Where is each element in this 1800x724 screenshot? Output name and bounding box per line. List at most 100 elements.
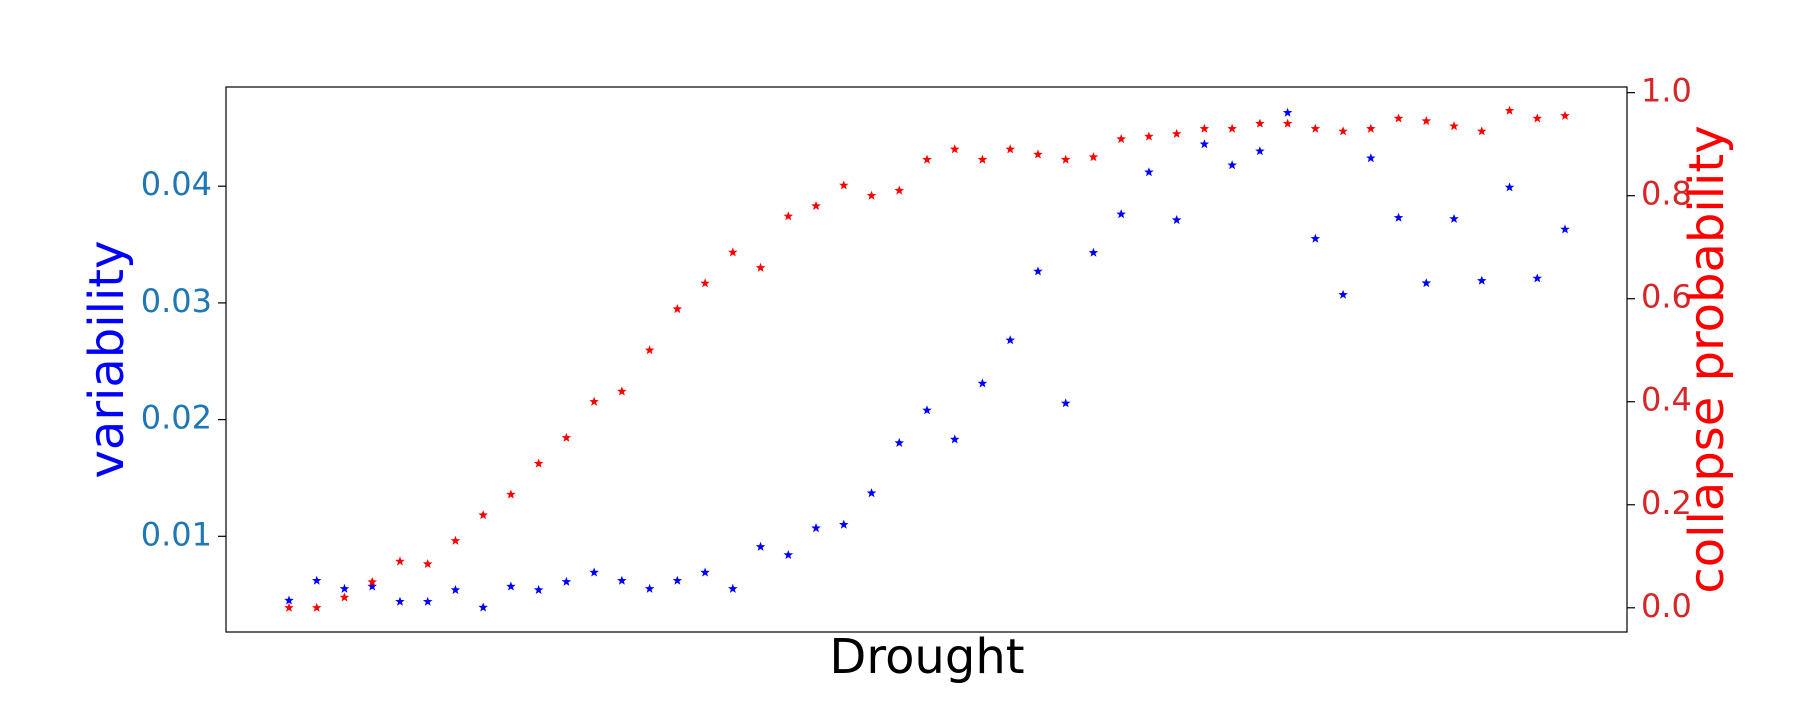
y2-tick-label: 0.8 xyxy=(1641,175,1692,213)
point xyxy=(422,596,433,606)
point xyxy=(450,535,461,545)
point xyxy=(1532,273,1542,283)
point xyxy=(1560,110,1570,120)
point xyxy=(339,583,350,593)
point xyxy=(1144,167,1154,177)
point xyxy=(506,581,516,591)
point xyxy=(922,154,932,164)
point xyxy=(1532,113,1542,123)
point xyxy=(1393,113,1404,123)
point xyxy=(284,595,294,605)
point xyxy=(672,304,683,314)
point xyxy=(422,559,433,568)
point xyxy=(700,567,710,577)
point xyxy=(755,262,766,272)
point xyxy=(617,386,627,396)
point xyxy=(1060,398,1071,408)
point xyxy=(950,434,960,444)
point xyxy=(977,154,988,164)
point xyxy=(1366,153,1376,163)
y-axis-label: variability xyxy=(79,240,135,478)
point xyxy=(1060,154,1071,164)
point xyxy=(1282,107,1293,117)
point xyxy=(1310,123,1321,133)
point xyxy=(644,583,655,593)
y-tick-label: 0.02 xyxy=(141,399,212,437)
point xyxy=(561,432,572,442)
point xyxy=(1227,123,1237,133)
point xyxy=(533,458,544,468)
point xyxy=(811,523,821,533)
point xyxy=(1255,118,1265,128)
y-tick-label: 0.01 xyxy=(141,515,212,553)
point xyxy=(1477,275,1487,285)
point xyxy=(644,345,655,355)
point xyxy=(617,575,627,585)
point xyxy=(1116,134,1126,144)
point xyxy=(478,602,488,612)
point xyxy=(1116,209,1126,219)
point xyxy=(284,602,294,612)
point xyxy=(728,583,738,593)
point xyxy=(1282,118,1293,128)
point xyxy=(1477,126,1487,136)
point xyxy=(1560,224,1570,234)
x-axis-label: Drought xyxy=(829,629,1024,685)
point xyxy=(811,201,821,210)
y2-axis-label: collapse probability xyxy=(1679,125,1735,593)
point xyxy=(1310,233,1321,243)
point xyxy=(922,405,932,415)
point xyxy=(1005,335,1015,345)
point xyxy=(866,488,877,498)
point xyxy=(1366,123,1376,133)
y2-tick-label: 0.2 xyxy=(1641,484,1692,522)
point xyxy=(1255,146,1265,156)
point xyxy=(1144,131,1154,141)
point xyxy=(894,185,904,195)
y2-tick-label: 1.0 xyxy=(1641,72,1692,110)
point xyxy=(839,519,849,529)
point xyxy=(367,577,377,587)
point xyxy=(1227,160,1237,170)
point xyxy=(1033,266,1043,276)
point xyxy=(755,541,766,551)
point xyxy=(1005,144,1015,154)
point xyxy=(1421,116,1432,125)
point xyxy=(1393,212,1404,222)
point xyxy=(1033,149,1043,159)
point xyxy=(589,567,599,577)
y-tick-label: 0.03 xyxy=(141,282,212,320)
point xyxy=(312,602,322,612)
point xyxy=(533,585,544,594)
point xyxy=(1449,213,1459,223)
y2-tick-label: 0.0 xyxy=(1641,587,1692,625)
point xyxy=(1088,247,1099,257)
point xyxy=(478,510,488,520)
point xyxy=(672,575,683,585)
point xyxy=(395,556,405,566)
point xyxy=(728,247,738,257)
point xyxy=(1504,182,1515,192)
plot-frame xyxy=(225,86,1628,633)
point xyxy=(977,378,988,388)
point xyxy=(866,190,877,200)
point xyxy=(1449,121,1459,131)
point xyxy=(1171,128,1182,138)
point xyxy=(1338,126,1348,136)
point xyxy=(783,550,794,559)
point xyxy=(839,180,849,190)
point xyxy=(1199,123,1210,133)
point xyxy=(1199,139,1210,149)
point xyxy=(561,576,572,586)
point xyxy=(1171,215,1182,225)
point xyxy=(700,278,710,288)
point xyxy=(312,575,322,585)
point xyxy=(1338,289,1348,299)
point xyxy=(894,437,904,447)
point xyxy=(1504,105,1515,115)
point xyxy=(950,144,960,154)
point xyxy=(339,592,350,602)
point xyxy=(589,396,599,406)
